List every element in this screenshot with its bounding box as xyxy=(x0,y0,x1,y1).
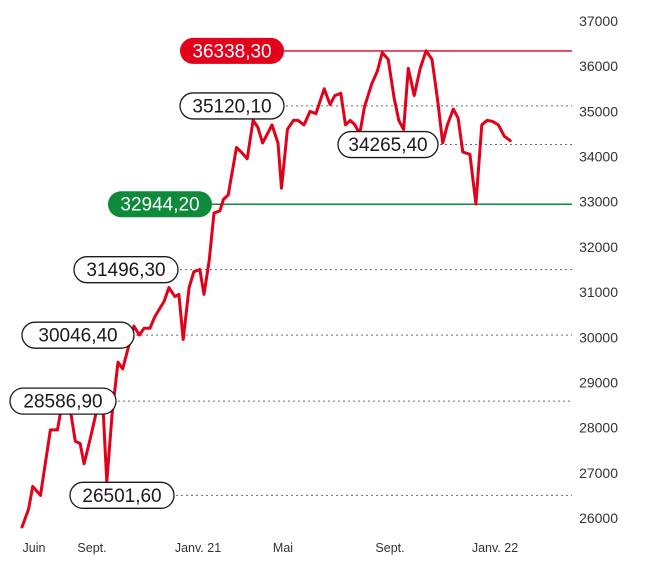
series-line xyxy=(20,49,512,529)
reference-label-box-1 xyxy=(108,191,212,218)
reference-label-box-6 xyxy=(9,387,117,415)
x-tick-label: Janv. 21 xyxy=(175,541,221,555)
y-axis-ticks: 26000 27000 28000 29000 30000 31000 32000 33000… xyxy=(579,13,618,526)
y-tick-label: 28000 xyxy=(579,420,618,436)
reference-label-6: 28586,90 xyxy=(23,392,102,413)
y-tick-label: 32000 xyxy=(579,239,618,255)
x-tick-label: Sept. xyxy=(77,541,106,555)
reference-label-5: 30046,40 xyxy=(38,326,117,347)
reference-label-box-3 xyxy=(337,130,439,159)
y-tick-label: 36000 xyxy=(579,58,618,74)
y-tick-label: 26000 xyxy=(579,510,618,526)
reference-label-box-4 xyxy=(73,256,179,284)
x-tick-label: Janv. 22 xyxy=(472,541,518,555)
x-tick-label: Juin xyxy=(23,541,46,555)
reference-label-7: 26501,60 xyxy=(82,486,161,507)
y-tick-label: 31000 xyxy=(579,284,618,300)
y-tick-label: 34000 xyxy=(579,149,618,165)
x-axis-ticks: Juin Sept. Janv. 21 Mai Sept. Janv. 22 xyxy=(23,541,519,555)
y-tick-label: 33000 xyxy=(579,194,618,210)
y-tick-label: 35000 xyxy=(579,103,618,119)
reference-label-3: 34265,40 xyxy=(348,135,427,156)
reference-label-1: 32944,20 xyxy=(120,195,199,216)
x-tick-label: Sept. xyxy=(375,541,404,555)
reference-label-box-7 xyxy=(69,481,175,509)
series-line-group xyxy=(20,49,512,529)
reference-label-2: 35120,10 xyxy=(192,96,271,117)
reference-label-4: 31496,30 xyxy=(86,260,165,281)
reference-label-0: 36338,30 xyxy=(192,41,271,62)
y-tick-label: 29000 xyxy=(579,374,618,390)
reference-label-box-2 xyxy=(179,92,285,120)
y-tick-label: 37000 xyxy=(579,13,618,29)
reference-labels: 36338,30 32944,20 35120,10 34265,40 31496,30… xyxy=(9,37,439,509)
y-tick-label: 27000 xyxy=(579,465,618,481)
reference-label-box-0 xyxy=(180,37,284,64)
y-tick-label: 30000 xyxy=(579,329,618,345)
x-tick-label: Mai xyxy=(273,541,293,555)
reference-label-box-5 xyxy=(21,321,135,349)
